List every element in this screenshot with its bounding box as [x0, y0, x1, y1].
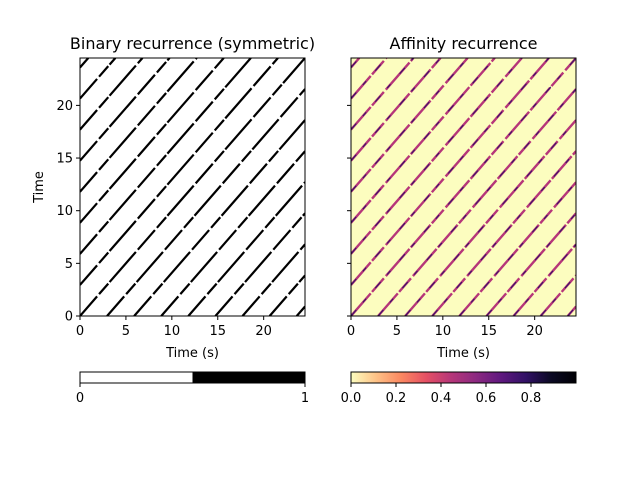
binary-y-axis-label: Time — [32, 171, 47, 204]
affinity-recurrence-panel: Affinity recurrence 0 5 10 15 20 Time (s) — [347, 34, 577, 361]
recurrence-diagonal — [80, 58, 144, 131]
recurrence-diagonal — [241, 243, 305, 316]
binary-x-axis-ticks: 0 5 10 15 20 — [76, 316, 272, 339]
colorbar-tick-label: 0 — [76, 391, 84, 406]
binary-x-axis-label: Time (s) — [165, 346, 219, 361]
binary-recurrence-title: Binary recurrence (symmetric) — [70, 34, 315, 53]
y-tick-label: 5 — [65, 257, 73, 272]
recurrence-diagonal-core — [513, 244, 576, 316]
recurrence-diagonal — [106, 88, 305, 316]
recurrence-diagonal — [80, 58, 225, 224]
recurrence-diagonal-core — [351, 58, 360, 68]
recurrence-diagonal — [160, 150, 305, 316]
recurrence-diagonal — [80, 58, 171, 162]
x-tick-label: 5 — [122, 324, 130, 339]
recurrence-diagonal-core — [351, 58, 576, 316]
affinity-colorbar: 0.0 0.2 0.4 0.6 0.8 — [341, 371, 577, 406]
recurrence-diagonal — [80, 58, 279, 286]
x-tick-label: 5 — [393, 324, 401, 339]
binary-recurrence-diagonals — [80, 58, 305, 316]
binary-y-axis-ticks: 0 5 10 15 20 — [56, 99, 80, 325]
affinity-recurrence-diagonals — [351, 58, 576, 316]
x-tick-label: 0 — [347, 324, 355, 339]
recurrence-diagonal — [80, 58, 252, 255]
affinity-x-axis-ticks: 0 5 10 15 20 — [347, 316, 543, 339]
recurrence-diagonal-core — [540, 275, 576, 316]
y-tick-label: 0 — [65, 310, 73, 325]
x-tick-label: 10 — [164, 324, 181, 339]
recurrence-diagonal — [351, 58, 469, 193]
recurrence-diagonal — [268, 274, 305, 316]
colorbar-tick-label: 0.2 — [386, 391, 407, 406]
recurrence-diagonal-core — [351, 58, 441, 162]
recurrence-diagonal — [80, 58, 305, 316]
affinity-x-axis-label: Time (s) — [436, 346, 490, 361]
recurrence-diagonal-core — [351, 58, 387, 99]
recurrence-diagonal — [80, 58, 90, 69]
recurrence-diagonal-core — [351, 58, 550, 286]
y-tick-label: 20 — [56, 99, 73, 114]
recurrence-diagonal-core — [567, 306, 576, 316]
binary-colorbar-frame — [79, 371, 306, 384]
recurrence-diagonal — [431, 150, 576, 316]
x-tick-label: 20 — [526, 324, 543, 339]
x-tick-label: 0 — [76, 324, 84, 339]
recurrence-diagonal-core — [351, 58, 523, 255]
recurrence-diagonal — [133, 119, 305, 316]
recurrence-diagonal — [458, 181, 576, 316]
colorbar-tick-label: 0.0 — [341, 391, 362, 406]
affinity-colorbar-frame — [350, 371, 577, 384]
colorbar-tick-label: 0.8 — [521, 391, 542, 406]
recurrence-diagonal-core — [377, 88, 576, 316]
recurrence-diagonal — [214, 212, 305, 316]
affinity-recurrence-title: Affinity recurrence — [390, 34, 538, 53]
affinity-y-axis-ticks — [347, 104, 351, 317]
binary-colorbar-low — [80, 372, 193, 383]
colorbar-tick-label: 1 — [301, 391, 309, 406]
x-tick-label: 10 — [435, 324, 452, 339]
recurrence-diagonal — [295, 305, 305, 316]
affinity-colorbar-gradient — [351, 372, 576, 383]
recurrence-diagonal — [351, 58, 496, 224]
y-tick-label: 15 — [56, 152, 73, 167]
binary-plot-frame — [79, 57, 306, 317]
x-tick-label: 20 — [255, 324, 272, 339]
affinity-plot-frame — [350, 57, 577, 317]
recurrence-diagonal-core — [351, 58, 414, 130]
affinity-colorbar-ticks: 0.0 0.2 0.4 0.6 0.8 — [341, 383, 542, 406]
recurrence-diagonal-core — [404, 119, 576, 316]
binary-recurrence-panel: Binary recurrence (symmetric) 0 5 10 15 20 0… — [32, 34, 315, 361]
x-tick-label: 15 — [480, 324, 497, 339]
binary-colorbar-high — [192, 372, 305, 383]
recurrence-diagonal — [80, 58, 198, 193]
recurrence-diagonal-core — [486, 212, 576, 316]
colorbar-tick-label: 0.6 — [476, 391, 497, 406]
x-tick-label: 15 — [209, 324, 226, 339]
y-tick-label: 10 — [56, 204, 73, 219]
colorbar-tick-label: 0.4 — [431, 391, 452, 406]
recurrence-diagonal — [187, 181, 305, 316]
recurrence-diagonal — [80, 58, 117, 100]
